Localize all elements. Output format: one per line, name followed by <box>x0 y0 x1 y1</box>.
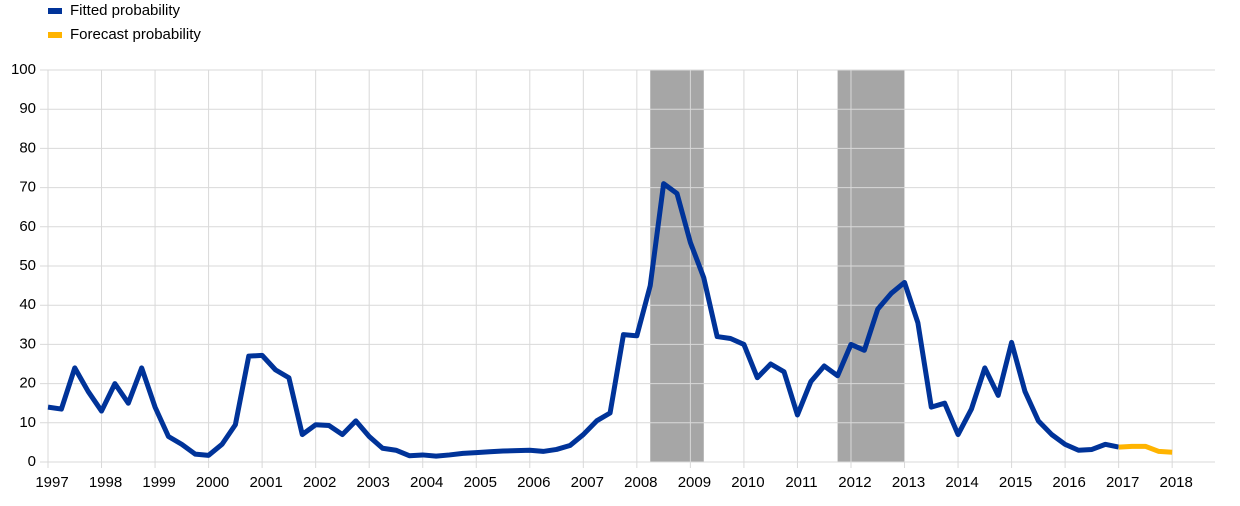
x-tick-label: 2010 <box>731 474 764 491</box>
y-tick-label: 20 <box>19 375 36 392</box>
y-tick-label: 90 <box>19 100 36 117</box>
x-tick-label: 2003 <box>357 474 390 491</box>
x-tick-label: 2006 <box>517 474 550 491</box>
x-tick-label: 2013 <box>892 474 925 491</box>
x-tick-label: 2009 <box>678 474 711 491</box>
y-tick-label: 30 <box>19 335 36 352</box>
x-tick-label: 2001 <box>249 474 282 491</box>
x-tick-label: 2015 <box>999 474 1032 491</box>
y-tick-label: 50 <box>19 257 36 274</box>
series-line <box>1118 443 1173 455</box>
y-tick-label: 100 <box>11 61 36 78</box>
x-tick-label: 2016 <box>1052 474 1085 491</box>
x-tick-label: 1999 <box>142 474 175 491</box>
y-tick-label: 10 <box>19 414 36 431</box>
legend-swatch <box>48 32 62 38</box>
x-tick-label: 2018 <box>1159 474 1192 491</box>
x-tick-label: 2002 <box>303 474 336 491</box>
y-tick-label: 40 <box>19 296 36 313</box>
x-tick-label: 2011 <box>785 474 817 491</box>
series-line <box>47 181 1120 459</box>
y-tick-label: 0 <box>28 453 36 470</box>
legend-label: Fitted probability <box>70 2 181 19</box>
x-tick-label: 2008 <box>624 474 657 491</box>
x-tick-label: 2017 <box>1106 474 1139 491</box>
x-tick-label: 2000 <box>196 474 229 491</box>
x-tick-label: 2004 <box>410 474 443 491</box>
legend-swatch <box>48 8 62 14</box>
y-tick-label: 60 <box>19 218 36 235</box>
y-tick-label: 70 <box>19 179 36 196</box>
x-tick-label: 2012 <box>838 474 871 491</box>
x-tick-label: 2005 <box>464 474 497 491</box>
x-tick-label: 2014 <box>945 474 978 491</box>
legend-label: Forecast probability <box>70 26 201 43</box>
x-tick-label: 1998 <box>89 474 122 491</box>
y-tick-label: 80 <box>19 139 36 156</box>
x-tick-label: 1997 <box>35 474 68 491</box>
x-tick-label: 2007 <box>571 474 604 491</box>
